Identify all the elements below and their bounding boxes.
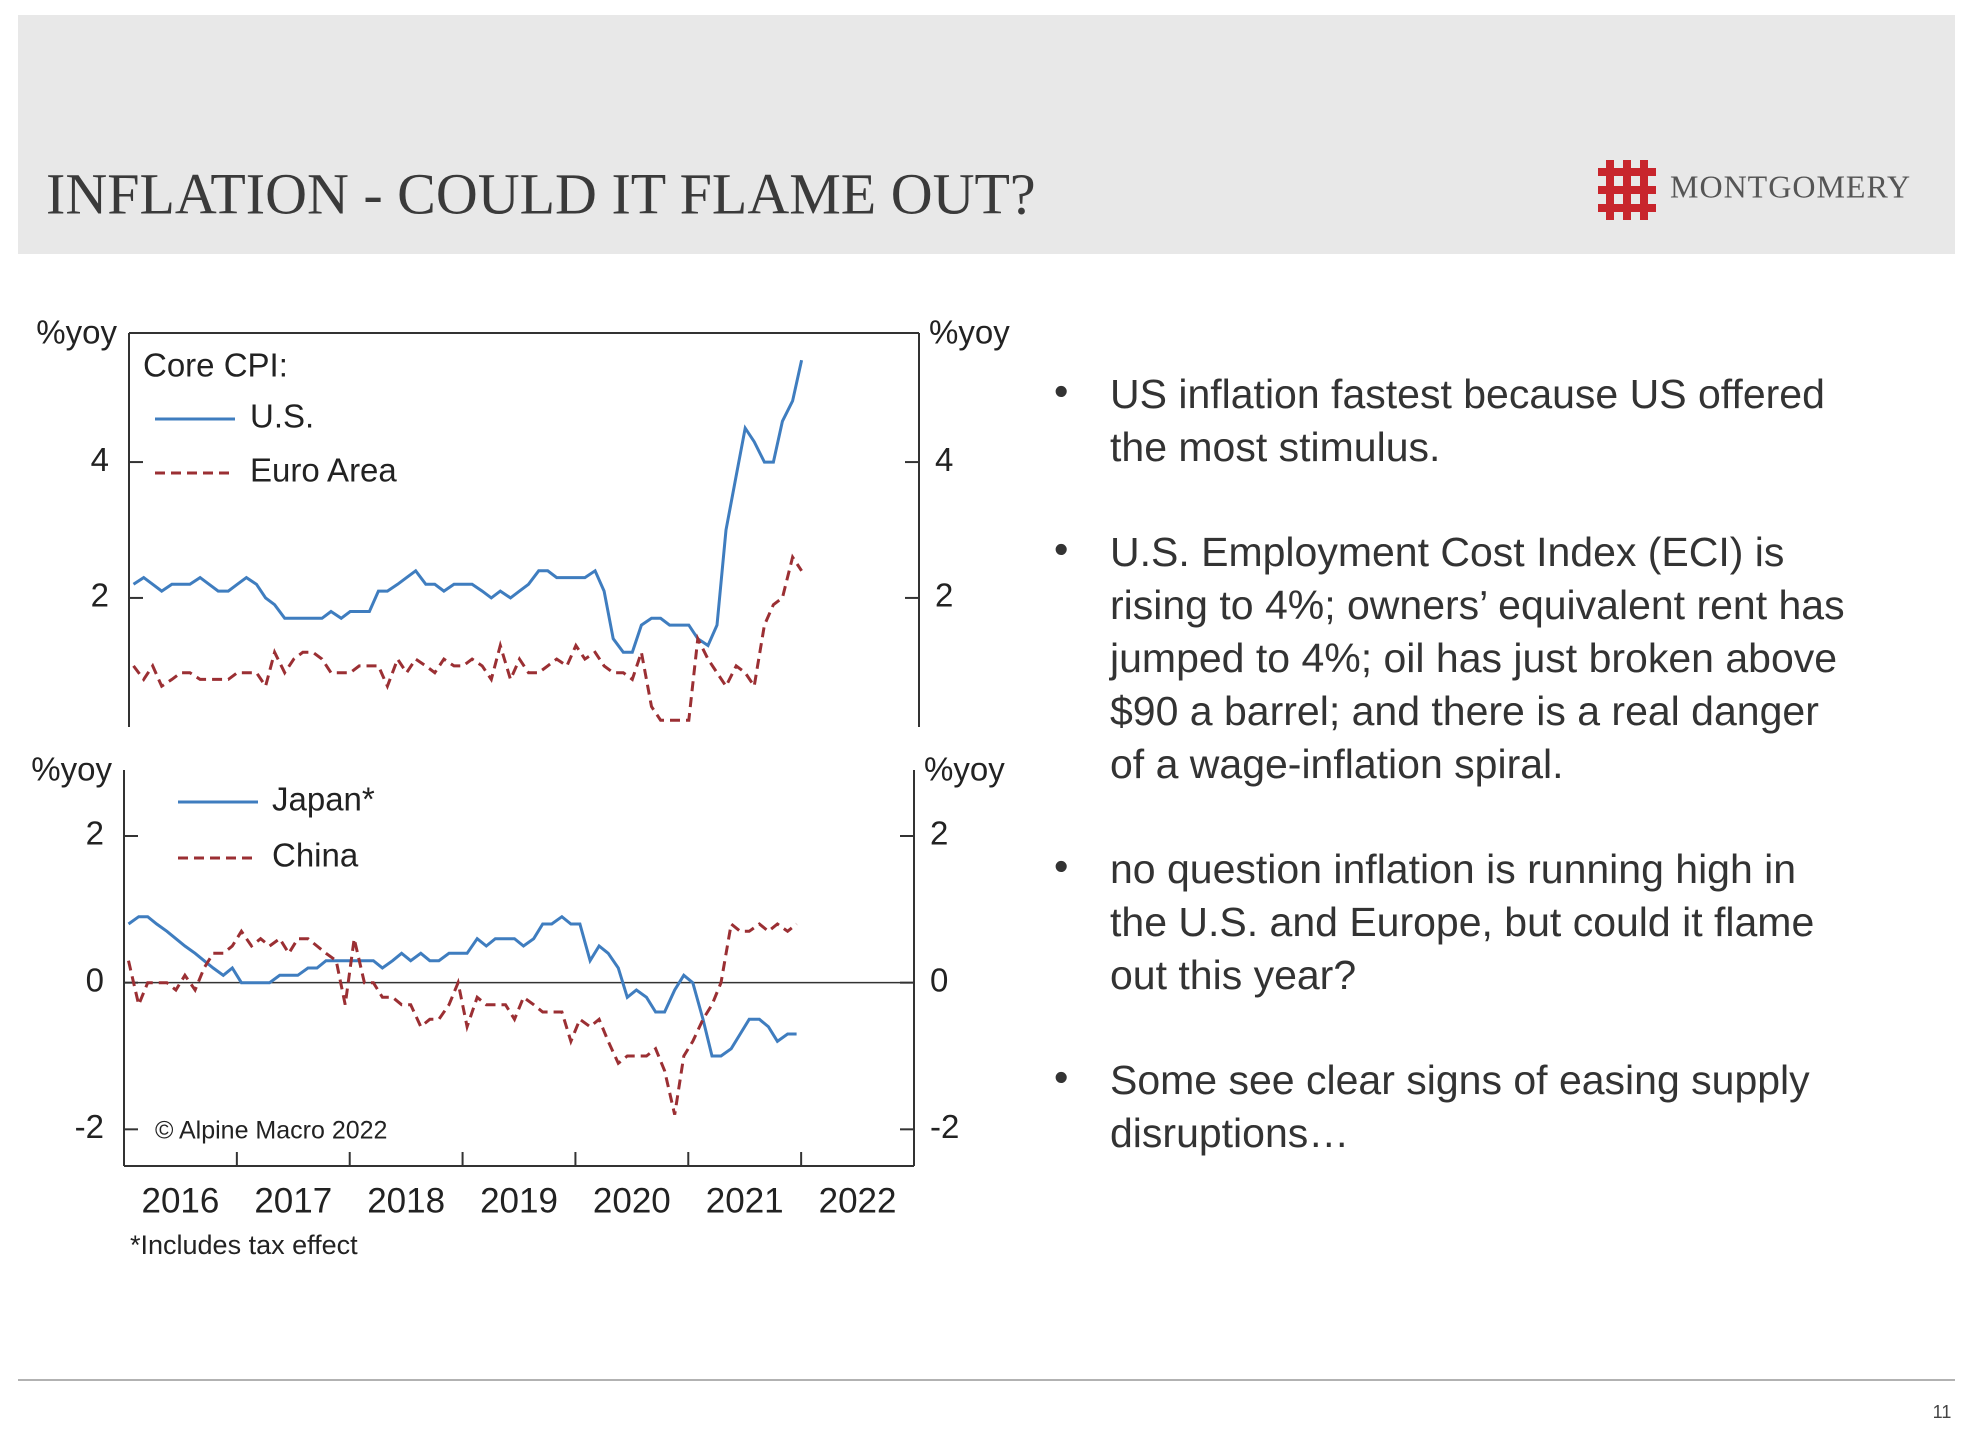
bullet: • no question inflation is running high i… <box>1050 843 1950 1002</box>
bullet-list: • US inflation fastest because US offered… <box>1050 368 1950 1212</box>
series-line <box>127 914 797 1058</box>
x-tick-label: 2021 <box>706 1181 784 1220</box>
x-tick-label: 2017 <box>254 1181 332 1220</box>
x-tick-label: 2020 <box>593 1181 671 1220</box>
bullet-line: U.S. Employment Cost Index (ECI) is <box>1110 529 1785 575</box>
bullet-line: out this year? <box>1110 952 1357 998</box>
legend-label: China <box>272 837 359 874</box>
bullet: • Some see clear signs of easing supply di… <box>1050 1054 1950 1160</box>
bullet-line: US inflation fastest because US offered <box>1110 371 1825 417</box>
slide-title: INFLATION - COULD IT FLAME OUT? <box>46 161 1036 226</box>
bullet-dot: • <box>1054 843 1069 889</box>
y-axis-label: %yoy <box>31 751 112 788</box>
legend-label: U.S. <box>250 398 314 435</box>
bullet-line: rising to 4%; owners’ equivalent rent ha… <box>1110 582 1845 628</box>
y2-tick-label: -2 <box>930 1108 959 1145</box>
bullet: • U.S. Employment Cost Index (ECI) is risi… <box>1050 526 1950 791</box>
bullet-line: no question inflation is running high in <box>1110 846 1797 892</box>
y2-tick-label: 4 <box>935 441 953 478</box>
y2-axis-label: %yoy <box>924 751 1005 788</box>
y-tick-label: 0 <box>86 961 104 998</box>
logo-text: MONTGOMERY <box>1670 168 1911 204</box>
footnote: *Includes tax effect <box>130 1230 358 1260</box>
y-tick-label: 2 <box>91 577 109 614</box>
bullet-line: of a wage-inflation spiral. <box>1110 741 1564 787</box>
bullet-line: the U.S. and Europe, but could it flame <box>1110 899 1815 945</box>
y2-axis-label: %yoy <box>929 314 1010 351</box>
bullet: • US inflation fastest because US offered… <box>1050 368 1950 474</box>
series-line <box>132 553 803 722</box>
y2-tick-label: 0 <box>930 961 948 998</box>
y-tick-label: -2 <box>75 1108 104 1145</box>
bullet-dot: • <box>1054 368 1069 414</box>
legend-title: Core CPI: <box>143 347 288 384</box>
bullet-line: jumped to 4%; oil has just broken above <box>1110 635 1838 681</box>
legend-label: Japan* <box>272 781 375 818</box>
legend-label: Euro Area <box>250 452 397 489</box>
page-number: 11 <box>1933 1402 1952 1422</box>
y-tick-label: 2 <box>86 815 104 852</box>
logo-icon <box>1598 160 1656 220</box>
bullet-line: the most stimulus. <box>1110 424 1441 470</box>
y-tick-label: 4 <box>91 441 109 478</box>
y2-tick-label: 2 <box>930 815 948 852</box>
bullet-dot: • <box>1054 526 1069 572</box>
y-axis-label: %yoy <box>36 314 117 351</box>
y2-tick-label: 2 <box>935 577 953 614</box>
x-tick-label: 2022 <box>819 1181 897 1220</box>
bullet-line: Some see clear signs of easing supply <box>1110 1057 1810 1103</box>
x-tick-label: 2018 <box>367 1181 445 1220</box>
series-line <box>132 359 804 654</box>
bullet-line: $90 a barrel; and there is a real danger <box>1110 688 1819 734</box>
bullet-line: disruptions… <box>1110 1110 1350 1156</box>
source: © Alpine Macro 2022 <box>155 1117 387 1145</box>
x-tick-label: 2019 <box>480 1181 558 1220</box>
x-tick-label: 2016 <box>141 1181 219 1220</box>
header-band <box>18 15 1955 254</box>
series-line <box>127 921 798 1116</box>
bullet-dot: • <box>1054 1054 1069 1100</box>
